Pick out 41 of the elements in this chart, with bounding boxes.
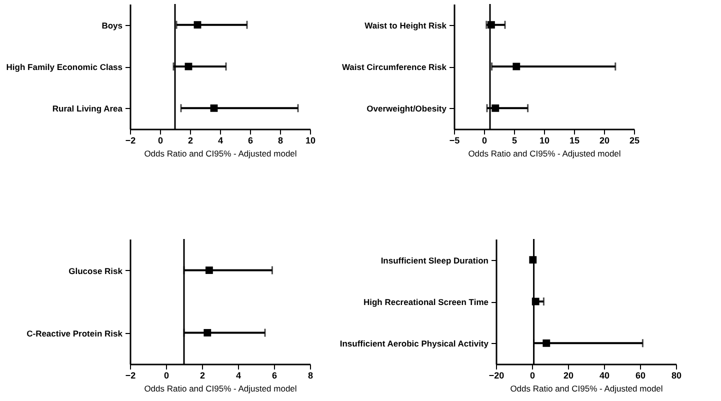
x-tick-label: −20 [488, 370, 504, 380]
y-tick-label: High Recreational Screen Time [363, 297, 489, 307]
y-tick-label: Boys [102, 20, 123, 30]
y-tick-label: Waist Circumference Risk [342, 62, 447, 72]
x-tick-label: 5 [512, 136, 518, 146]
x-tick-label: 15 [569, 136, 580, 146]
x-tick-label: −2 [125, 370, 136, 380]
x-tick-label: 10 [539, 136, 550, 146]
x-tick-label: 4 [218, 136, 224, 146]
x-tick-label: 2 [200, 370, 206, 380]
x-tick-label: −5 [449, 136, 460, 146]
x-tick-label: 25 [629, 136, 640, 146]
x-tick-label: 20 [563, 370, 574, 380]
x-tick-label: 0 [164, 370, 170, 380]
y-tick-label: C-Reactive Protein Risk [26, 328, 123, 338]
y-tick-label: Insufficient Sleep Duration [380, 255, 488, 266]
x-tick-label: 2 [188, 136, 194, 146]
x-tick-label: 0 [158, 136, 164, 146]
x-tick-label: 4 [236, 370, 242, 380]
x-tick-label: 40 [599, 370, 610, 380]
y-tick-label: High Family Economic Class [6, 62, 123, 72]
x-tick-label: 10 [305, 136, 316, 146]
x-tick-label: −2 [125, 136, 136, 146]
x-tick-label: 6 [272, 370, 278, 380]
x-tick-label: 60 [635, 370, 646, 380]
x-axis-title: Odds Ratio and CI95% - Adjusted model [144, 148, 297, 158]
y-tick-label: Rural Living Area [52, 104, 123, 114]
x-axis-title: Odds Ratio and CI95% - Adjusted model [468, 148, 621, 158]
y-tick-label: Waist to Height Risk [364, 20, 447, 30]
x-tick-label: 0 [482, 136, 488, 146]
x-tick-label: 0 [530, 370, 536, 380]
x-axis-title: Odds Ratio and CI95% - Adjusted model [510, 384, 663, 394]
x-axis-title: Odds Ratio and CI95% - Adjusted model [144, 384, 297, 394]
x-tick-label: 8 [278, 136, 284, 146]
x-tick-label: 8 [308, 370, 314, 380]
x-tick-label: 20 [599, 136, 610, 146]
x-tick-label: 6 [248, 136, 254, 146]
y-tick-label: Overweight/Obesity [366, 104, 447, 114]
x-tick-label: 80 [671, 370, 682, 380]
y-tick-label: Insufficient Aerobic Physical Activity [340, 338, 489, 349]
y-tick-label: Glucose Risk [68, 266, 123, 276]
